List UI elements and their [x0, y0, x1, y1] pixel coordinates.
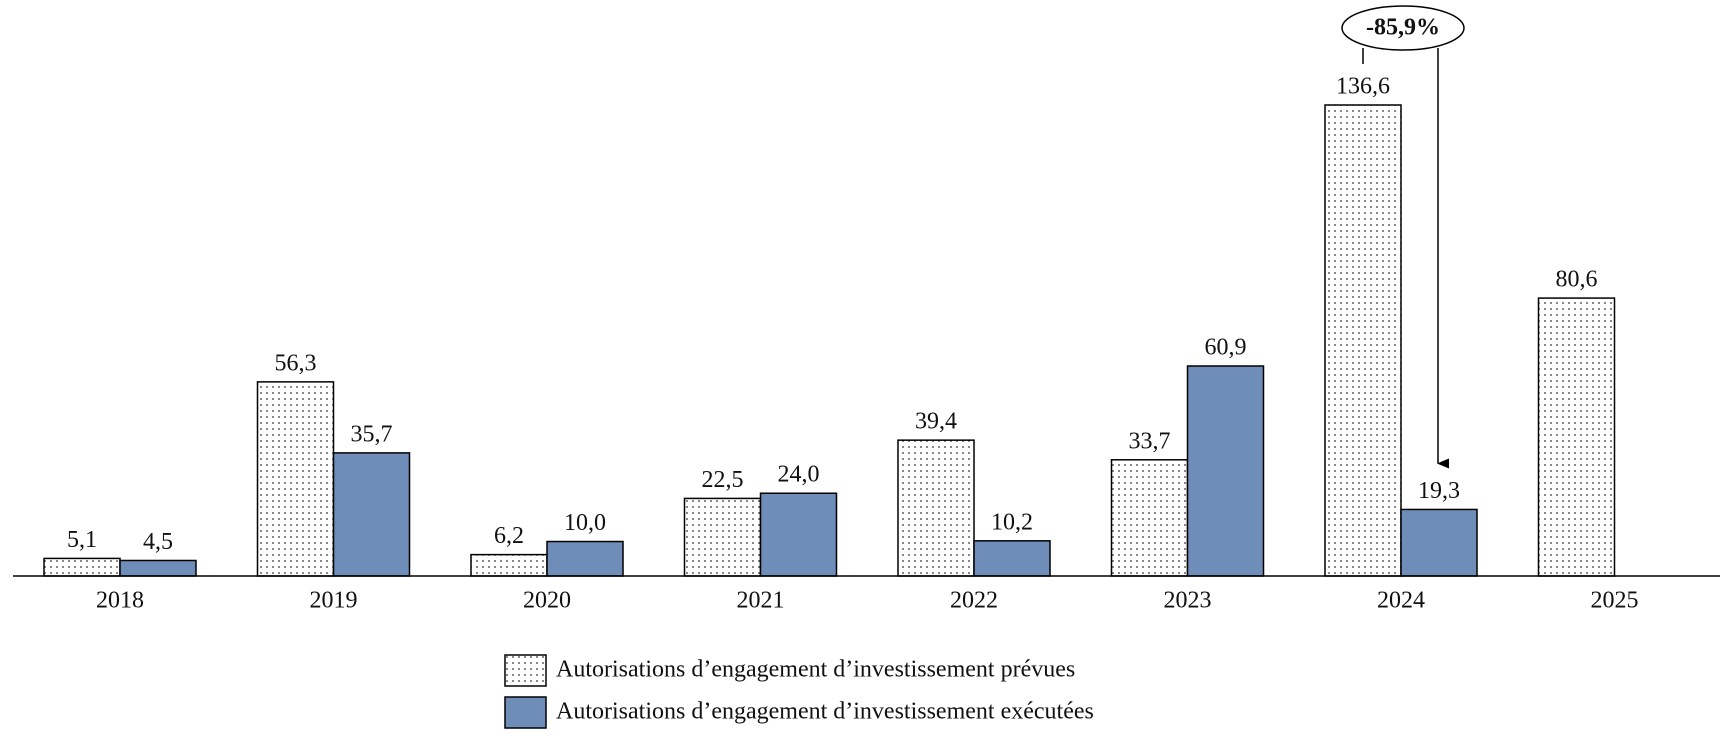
- value-label: 10,2: [991, 509, 1033, 535]
- bar: [973, 540, 1051, 577]
- annotation-bubble: [1341, 5, 1465, 51]
- bar: [683, 497, 762, 577]
- legend-label: Autorisations d’engagement d’investissem…: [556, 699, 1094, 725]
- bar: [759, 492, 838, 577]
- bar: [1537, 297, 1616, 577]
- value-label: 6,2: [494, 523, 524, 549]
- bar: [43, 557, 121, 577]
- bar: [1400, 508, 1478, 577]
- value-label: 10,0: [564, 510, 606, 536]
- x-tick-label: 2018: [96, 588, 144, 614]
- value-label: 60,9: [1205, 335, 1247, 361]
- value-label: 5,1: [67, 527, 97, 553]
- bar: [1110, 459, 1189, 577]
- bar: [1324, 104, 1402, 577]
- bar: [119, 559, 197, 577]
- bar: [546, 540, 624, 577]
- value-label: 35,7: [351, 421, 393, 447]
- x-tick-label: 2020: [523, 588, 571, 614]
- value-label: 80,6: [1556, 267, 1598, 293]
- bar: [256, 381, 335, 577]
- x-tick-label: 2025: [1591, 588, 1639, 614]
- legend-swatch: [504, 696, 547, 729]
- bar: [332, 452, 411, 577]
- value-label: 22,5: [702, 467, 744, 493]
- value-label: 24,0: [778, 462, 820, 488]
- x-tick-label: 2023: [1164, 588, 1212, 614]
- value-label: 136,6: [1336, 74, 1390, 100]
- bar: [1186, 365, 1265, 577]
- bar: [470, 553, 548, 577]
- annotation: -85,9%: [1366, 15, 1440, 41]
- value-label: 39,4: [915, 409, 957, 435]
- bar: [897, 439, 975, 577]
- x-tick-label: 2021: [737, 588, 785, 614]
- value-label: 56,3: [275, 350, 317, 376]
- value-label: 4,5: [143, 529, 173, 555]
- x-tick-label: 2022: [950, 588, 998, 614]
- legend-swatch: [504, 654, 547, 687]
- x-tick-label: 2024: [1377, 588, 1425, 614]
- value-label: 33,7: [1129, 428, 1171, 454]
- value-label: 19,3: [1418, 478, 1460, 504]
- x-tick-label: 2019: [310, 588, 358, 614]
- legend-label: Autorisations d’engagement d’investissem…: [556, 657, 1075, 683]
